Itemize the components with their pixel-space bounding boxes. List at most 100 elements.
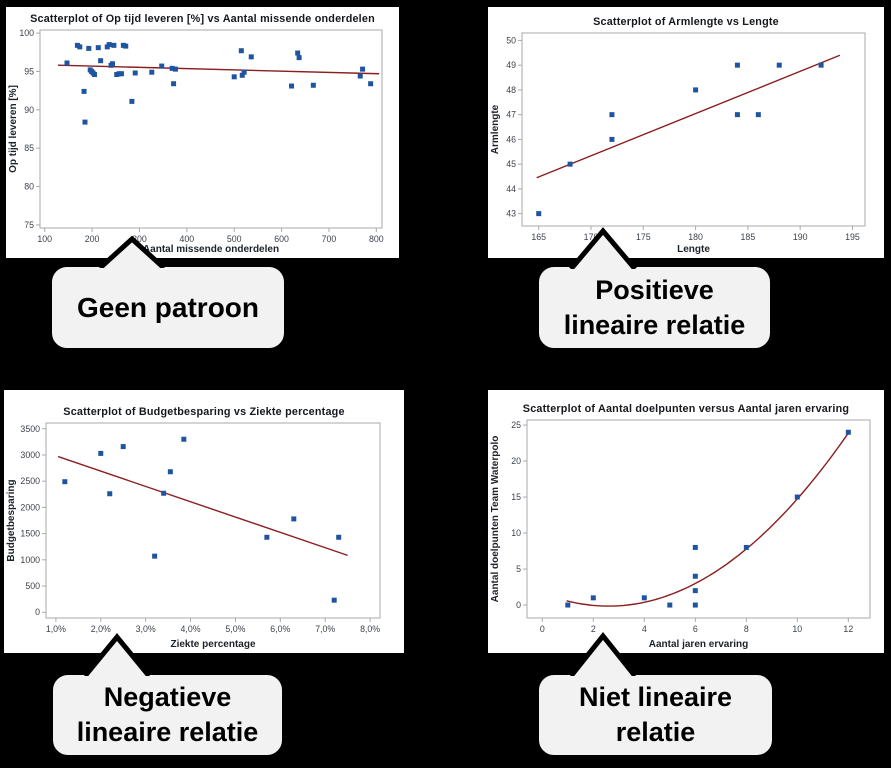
x-tick-label: 200: [85, 234, 100, 244]
y-tick-label: 3000: [20, 450, 40, 460]
scatterplot-armlengte-vs-lengte: 165 170 175 180 185 190 195 43 44 45 46 47 48 49 50 Sca…: [488, 7, 884, 258]
y-tick-label: 1500: [20, 529, 40, 539]
y-tick-label: 3500: [20, 424, 40, 434]
callout-text-line: relatie: [615, 717, 696, 747]
data-point: [755, 112, 761, 118]
callout-positieve-lineaire-relatie: Positieve lineaire relatie: [536, 264, 773, 351]
data-point: [172, 66, 178, 72]
data-point: [231, 74, 237, 80]
callout-text-line: Geen patroon: [76, 291, 259, 323]
data-point: [161, 490, 167, 496]
y-tick-label: 15: [511, 492, 521, 502]
data-point: [667, 602, 673, 608]
x-axis-label: Aantal jaren ervaring: [649, 639, 748, 650]
data-point: [159, 63, 165, 69]
x-tick-label: 12: [843, 624, 853, 634]
chart-title: Scatterplot of Op tijd leveren [%] vs Aa…: [30, 13, 375, 25]
trend-line: [57, 455, 348, 557]
x-tick-label: 400: [179, 234, 194, 244]
trend-line: [536, 54, 841, 179]
x-tick-label: 175: [636, 232, 651, 242]
x-tick-label: 5,0%: [225, 624, 245, 634]
y-tick-label: 90: [24, 105, 34, 115]
x-tick-label: 190: [793, 232, 808, 242]
callout-negatieve-lineaire-relatie: Negatieve lineaire relatie: [50, 672, 285, 758]
data-point: [734, 112, 740, 118]
y-axis-label: Armlengte: [490, 104, 501, 154]
x-axis-label: Ziekte percentage: [170, 639, 255, 650]
data-point: [609, 136, 615, 142]
x-tick-label: 700: [322, 234, 337, 244]
y-tick-label: 10: [511, 528, 521, 538]
data-point: [149, 69, 155, 75]
data-point: [181, 436, 187, 442]
plot-frame: [39, 29, 383, 229]
x-tick-label: 10: [792, 624, 802, 634]
x-tick-label: 7,0%: [315, 624, 335, 634]
data-point: [734, 62, 740, 68]
plot-frame: [521, 32, 866, 227]
data-point: [132, 70, 138, 76]
plot-frame: [45, 422, 381, 619]
data-point: [167, 469, 173, 475]
x-tick-label: 2,0%: [91, 624, 111, 634]
data-point: [590, 595, 596, 601]
x-tick-label: 185: [741, 232, 756, 242]
x-axis-label: Lengte: [677, 244, 710, 255]
data-point: [120, 444, 126, 450]
x-tick-label: 500: [227, 234, 242, 244]
y-tick-label: 44: [506, 184, 516, 194]
data-point: [129, 98, 135, 104]
data-point: [692, 602, 698, 608]
data-point: [794, 494, 800, 500]
x-tick-label: 180: [688, 232, 703, 242]
x-tick-label: 4: [642, 624, 647, 634]
data-point: [291, 516, 297, 522]
data-point: [264, 534, 270, 540]
y-tick-label: 20: [511, 456, 521, 466]
y-tick-label: 500: [25, 581, 40, 591]
callout-text-line: Positieve: [595, 274, 714, 305]
y-tick-label: 95: [24, 66, 34, 76]
data-point: [295, 50, 301, 56]
y-tick-label: 85: [24, 143, 34, 153]
x-tick-label: 6,0%: [270, 624, 290, 634]
x-tick-label: 600: [274, 234, 289, 244]
data-point: [109, 61, 115, 67]
data-point: [118, 71, 124, 77]
chart-title: Scatterplot of Budgetbesparing vs Ziekte…: [63, 406, 344, 418]
plot-frame: [526, 419, 871, 619]
callout-text-line: lineaire relatie: [563, 309, 746, 340]
x-tick-label: 100: [37, 234, 52, 244]
scatterplot-doelpunten: 0 2 4 6 8 10 12 0 5 10 15 20 25 Scatterplot of Aantal…: [488, 390, 884, 653]
x-tick-label: 195: [845, 232, 860, 242]
data-point: [98, 58, 104, 64]
data-point: [336, 534, 342, 540]
y-tick-label: 49: [506, 60, 516, 70]
x-tick-label: 1,0%: [46, 624, 66, 634]
data-point: [845, 429, 851, 435]
y-tick-label: 5: [516, 564, 521, 574]
y-tick-label: 100: [19, 28, 34, 38]
y-tick-label: 45: [506, 159, 516, 169]
data-point: [609, 112, 615, 118]
callout-niet-lineaire-relatie: Niet lineaire relatie: [536, 672, 775, 758]
callout-tail-geen-patroon: [98, 235, 166, 268]
x-tick-label: 8,0%: [360, 624, 380, 634]
data-point: [536, 211, 542, 217]
y-tick-label: 25: [511, 420, 521, 430]
data-point: [692, 573, 698, 579]
data-point: [107, 491, 113, 497]
y-tick-label: 48: [506, 85, 516, 95]
data-point: [818, 62, 824, 68]
data-point: [95, 45, 101, 51]
data-point: [91, 72, 97, 78]
data-point: [331, 597, 337, 603]
data-point: [296, 55, 302, 61]
callout-text-line: Negatieve: [103, 682, 232, 713]
x-tick-label: 800: [369, 234, 384, 244]
data-point: [239, 72, 245, 78]
y-tick-label: 80: [24, 182, 34, 192]
x-tick-label: 170: [584, 232, 599, 242]
